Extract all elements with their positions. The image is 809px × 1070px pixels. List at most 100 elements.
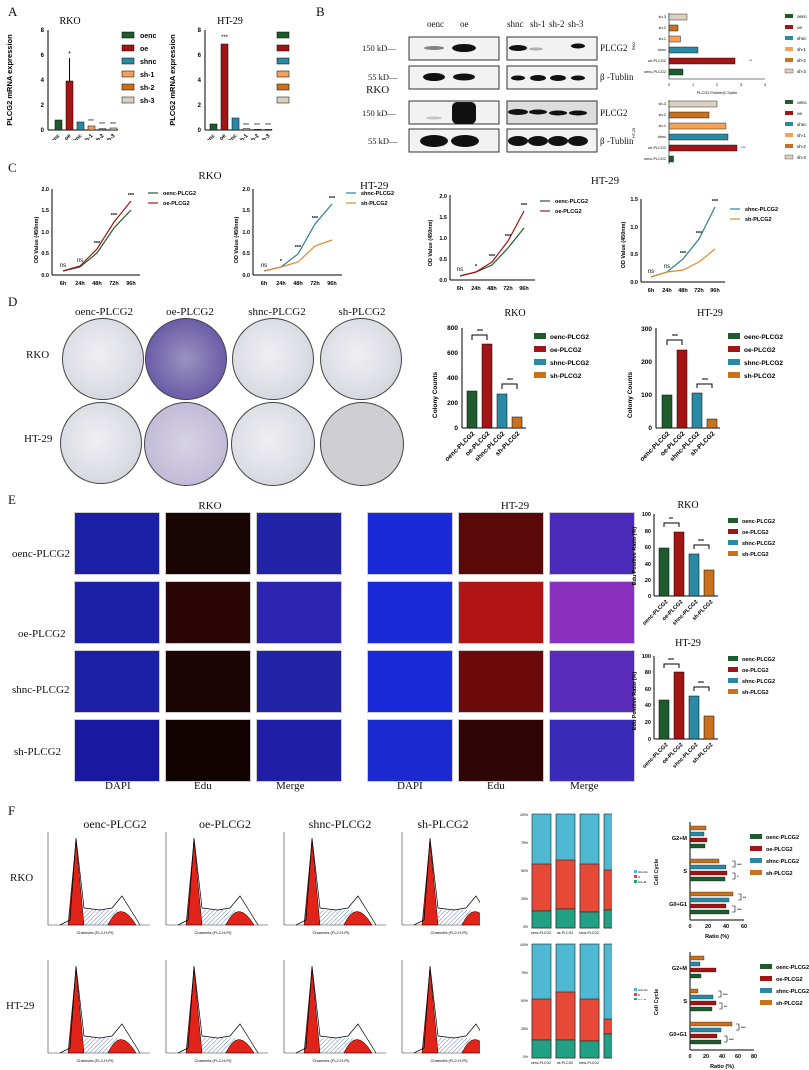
merge-image: [549, 581, 635, 644]
svg-text:***: ***: [729, 1037, 734, 1042]
svg-text:80: 80: [645, 529, 651, 535]
svg-text:shnc: shnc: [797, 122, 807, 127]
svg-text:shnc-PLCG2: shnc-PLCG2: [776, 989, 809, 995]
channel-edu: Edu: [487, 780, 505, 792]
svg-text:72h: 72h: [310, 281, 320, 287]
svg-text:oenc-PLCG2: oenc-PLCG2: [776, 965, 809, 971]
svg-text:shnc: shnc: [658, 135, 666, 139]
merge-image: [549, 650, 635, 713]
svg-text:0%: 0%: [523, 925, 528, 929]
dish-col-sh: sh-PLCG2: [338, 306, 386, 318]
svg-text:0: 0: [668, 83, 670, 87]
svg-text:96h: 96h: [126, 281, 136, 287]
svg-text:sh-2: sh-2: [659, 26, 666, 30]
svg-text:60: 60: [741, 924, 747, 930]
svg-text:0: 0: [648, 594, 651, 600]
dish-col-oenc: oenc-PLCG2: [74, 306, 134, 318]
merge-image: [256, 581, 342, 644]
dapi-image: [367, 512, 453, 575]
dapi-image: [74, 581, 160, 644]
svg-text:G0+G1: G0+G1: [669, 1032, 687, 1038]
svg-text:0.0: 0.0: [439, 278, 447, 284]
svg-text:sh-PLCG2: sh-PLCG2: [744, 373, 776, 380]
channel-merge: Merge: [570, 780, 599, 792]
panel-c-title-rko: RKO: [198, 170, 222, 182]
stacked-legend: G0+G1 S G2+M G0+G1 S G2+M: [634, 870, 648, 1000]
svg-text:HT-29: HT-29: [697, 308, 723, 319]
svg-text:Ratio (%): Ratio (%): [710, 1064, 734, 1070]
svg-text:shnc-PLCG2: shnc-PLCG2: [579, 1061, 599, 1065]
svg-text:oenc-PLCG2: oenc-PLCG2: [644, 70, 666, 74]
svg-text:***: ***: [696, 231, 703, 237]
channel-merge: Merge: [276, 780, 305, 792]
svg-text:100: 100: [642, 654, 651, 660]
svg-text:80: 80: [645, 670, 651, 676]
svg-text:2.0: 2.0: [41, 187, 49, 193]
svg-text:***: ***: [312, 216, 319, 222]
svg-text:oe: oe: [140, 46, 148, 53]
svg-text:2.0: 2.0: [242, 187, 250, 193]
svg-text:sh-PLCG2: sh-PLCG2: [766, 871, 793, 877]
svg-text:PLCG2 mRNA expression: PLCG2 mRNA expression: [5, 34, 14, 126]
svg-text:3: 3: [740, 83, 742, 87]
svg-text:RKO: RKO: [59, 16, 80, 27]
svg-text:4: 4: [764, 83, 766, 87]
edu-row-sh: sh-PLCG2: [14, 746, 62, 758]
svg-text:oe-PLCG2: oe-PLCG2: [555, 209, 582, 215]
panel-label-b: B: [316, 4, 325, 19]
western-blot-image: [408, 36, 598, 153]
svg-text:**: **: [749, 59, 752, 63]
edu-image: [165, 650, 251, 713]
svg-text:shnc-PLCG2: shnc-PLCG2: [766, 859, 799, 865]
svg-text:***: ***: [243, 123, 249, 129]
svg-text:oe: oe: [797, 111, 803, 116]
svg-text:S: S: [683, 999, 687, 1005]
svg-text:800: 800: [447, 325, 458, 332]
flow-row-rko: RKO: [10, 872, 34, 884]
svg-text:Cell Cycle: Cell Cycle: [654, 859, 660, 885]
svg-text:HT-29: HT-29: [217, 16, 243, 27]
svg-text:***: ***: [505, 234, 512, 240]
svg-text:oe-PLCG2: oe-PLCG2: [742, 668, 769, 674]
svg-text:72h: 72h: [109, 281, 119, 287]
svg-text:60: 60: [645, 545, 651, 551]
dapi-image: [367, 581, 453, 644]
svg-text:Channels (FL2-H-PI): Channels (FL2-H-PI): [77, 930, 115, 935]
svg-text:24h: 24h: [276, 281, 286, 287]
svg-text:2.0: 2.0: [439, 194, 447, 200]
svg-text:shnc-PLCG2: shnc-PLCG2: [744, 360, 783, 367]
svg-text:200: 200: [641, 359, 652, 366]
svg-text:60: 60: [735, 1054, 741, 1060]
dapi-image: [367, 719, 453, 782]
panel-label-c: C: [8, 160, 17, 175]
svg-text:sh-3: sh-3: [659, 15, 666, 19]
svg-text:0.0: 0.0: [630, 280, 638, 286]
svg-text:100%: 100%: [520, 943, 528, 947]
marker-150kd: 150 kD—: [362, 43, 396, 53]
svg-text:S: S: [638, 875, 640, 879]
svg-text:sh-3: sh-3: [659, 102, 666, 106]
svg-text:0: 0: [688, 1054, 691, 1060]
colony-dish: [320, 318, 402, 400]
svg-text:600: 600: [447, 350, 458, 357]
merge-image: [256, 719, 342, 782]
edu-image: [458, 719, 544, 782]
svg-text:oe-PLCG2: oe-PLCG2: [163, 201, 190, 207]
svg-text:75%: 75%: [521, 841, 528, 845]
svg-text:oenc-PLCG2: oenc-PLCG2: [550, 334, 589, 341]
svg-text:oenc-PLCG2: oenc-PLCG2: [742, 519, 775, 525]
svg-text:48h: 48h: [293, 281, 303, 287]
edu-row-shnc: shnc-PLCG2: [12, 684, 70, 696]
colony-dish: [232, 318, 314, 400]
svg-text:0.5: 0.5: [41, 251, 49, 257]
svg-text:oenc-PLCG2: oenc-PLCG2: [742, 657, 775, 663]
colony-dish: [62, 318, 144, 400]
svg-text:oenc: oenc: [797, 100, 808, 105]
merge-image: [549, 719, 635, 782]
panel-label-e: E: [8, 492, 16, 507]
dish-col-shnc: shnc-PLCG2: [248, 306, 306, 318]
dapi-image: [74, 650, 160, 713]
svg-text:oe-PLCG2: oe-PLCG2: [744, 347, 776, 354]
edu-image: [458, 581, 544, 644]
svg-text:Cell Cycle: Cell Cycle: [654, 989, 660, 1015]
